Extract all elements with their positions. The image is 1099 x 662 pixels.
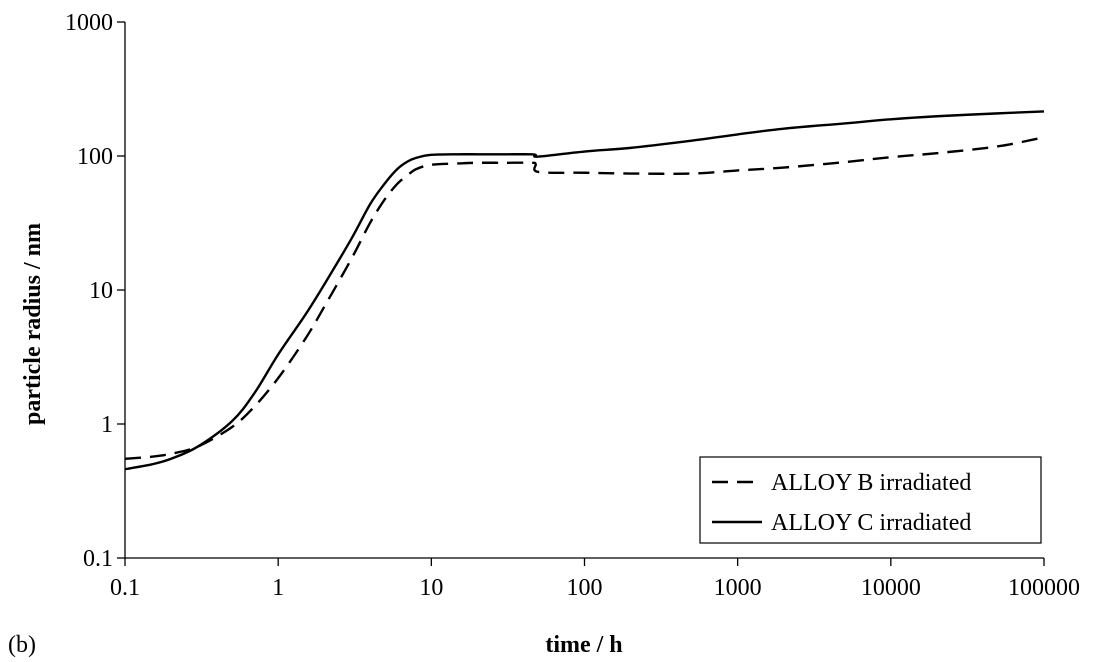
x-tick-label: 0.1 bbox=[110, 575, 140, 601]
x-axis-title: time / h bbox=[545, 632, 622, 658]
y-axis-title: particle radius / nm bbox=[20, 223, 46, 425]
x-tick-label: 100 bbox=[567, 575, 603, 601]
panel-label: (b) bbox=[8, 632, 36, 658]
y-tick-label: 0.1 bbox=[83, 546, 113, 572]
x-tick-label: 100000 bbox=[1008, 575, 1080, 601]
series-line-alloy-c bbox=[124, 110, 1045, 471]
series-line-alloy-b bbox=[124, 136, 1045, 460]
x-tick-label: 1000 bbox=[714, 575, 762, 601]
y-tick-label: 100 bbox=[77, 144, 113, 170]
x-axis-ticks: 0.1 1 10 100 1000 10000 100000 bbox=[110, 558, 1080, 601]
x-tick-label: 10 bbox=[419, 575, 443, 601]
x-tick-label: 1 bbox=[272, 575, 284, 601]
y-tick-label: 1 bbox=[101, 412, 113, 438]
legend: ALLOY B irradiated ALLOY C irradiated bbox=[699, 456, 1042, 544]
legend-label-alloy-c: ALLOY C irradiated bbox=[771, 510, 971, 536]
x-tick-label: 10000 bbox=[861, 575, 921, 601]
y-tick-label: 10 bbox=[89, 278, 113, 304]
legend-box bbox=[699, 456, 1042, 544]
y-axis-ticks: 0.1 1 10 100 1000 bbox=[65, 10, 125, 572]
legend-label-alloy-b: ALLOY B irradiated bbox=[771, 470, 971, 496]
series-layer bbox=[124, 110, 1045, 471]
y-tick-label: 1000 bbox=[65, 10, 113, 36]
